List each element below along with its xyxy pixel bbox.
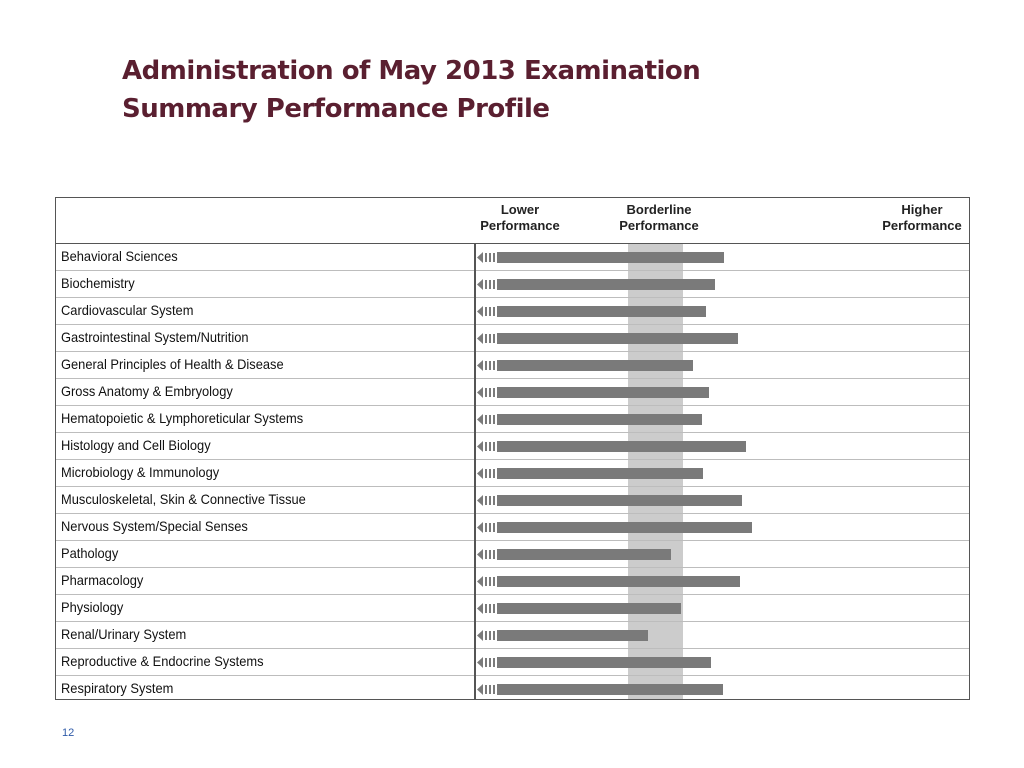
performance-bar: [497, 576, 741, 587]
chart-header-row: Lower Performance Borderline Performance…: [56, 198, 969, 244]
performance-bar: [497, 279, 716, 290]
table-row: Nervous System/Special Senses: [56, 514, 969, 541]
table-row: Microbiology & Immunology: [56, 460, 969, 487]
table-row: Behavioral Sciences: [56, 244, 969, 271]
category-label: Biochemistry: [61, 275, 135, 291]
performance-bar: [497, 684, 724, 695]
left-arrow-icon: [477, 522, 495, 533]
header-lower-performance: Lower Performance: [470, 202, 570, 234]
table-row: Reproductive & Endocrine Systems: [56, 649, 969, 676]
category-label: Reproductive & Endocrine Systems: [61, 653, 264, 669]
table-row: Pathology: [56, 541, 969, 568]
performance-bar: [497, 522, 752, 533]
left-arrow-icon: [477, 468, 495, 479]
left-arrow-icon: [477, 279, 495, 290]
table-row: General Principles of Health & Disease: [56, 352, 969, 379]
left-arrow-icon: [477, 387, 495, 398]
left-arrow-icon: [477, 495, 495, 506]
category-label: Pathology: [61, 545, 119, 561]
header-higher-line-1: Higher: [901, 202, 943, 217]
performance-bar: [497, 306, 706, 317]
left-arrow-icon: [477, 549, 495, 560]
performance-bar: [497, 603, 681, 614]
left-arrow-icon: [477, 684, 495, 695]
header-borderline-line-2: Performance: [619, 218, 699, 233]
header-higher-performance: Higher Performance: [874, 202, 970, 234]
category-label: Physiology: [61, 599, 124, 615]
table-row: Musculoskeletal, Skin & Connective Tissu…: [56, 487, 969, 514]
performance-bar: [497, 468, 704, 479]
performance-bar: [497, 387, 710, 398]
category-label: Microbiology & Immunology: [61, 464, 220, 480]
header-lower-line-1: Lower: [500, 202, 540, 217]
performance-bar: [497, 360, 694, 371]
category-label: Hematopoietic & Lymphoreticular Systems: [61, 410, 304, 426]
performance-bar: [497, 657, 712, 668]
category-label: Renal/Urinary System: [61, 626, 187, 642]
left-arrow-icon: [477, 252, 495, 263]
category-label: Pharmacology: [61, 572, 144, 588]
table-row: Histology and Cell Biology: [56, 433, 969, 460]
table-row: Respiratory System: [56, 676, 969, 703]
table-row: Gross Anatomy & Embryology: [56, 379, 969, 406]
left-arrow-icon: [477, 441, 495, 452]
performance-bar: [497, 630, 648, 641]
table-row: Physiology: [56, 595, 969, 622]
category-label: Respiratory System: [61, 680, 174, 696]
page-number: 12: [62, 727, 75, 739]
left-arrow-icon: [477, 360, 495, 371]
left-arrow-icon: [477, 576, 495, 587]
title-line-1: Administration of May 2013 Examination: [122, 56, 701, 86]
category-label: General Principles of Health & Disease: [61, 356, 284, 372]
performance-bar: [497, 333, 739, 344]
category-label: Musculoskeletal, Skin & Connective Tissu…: [61, 491, 306, 507]
category-label: Nervous System/Special Senses: [61, 518, 248, 534]
performance-bar: [497, 414, 703, 425]
slide-title: Administration of May 2013 Examination S…: [122, 52, 701, 128]
category-label: Gross Anatomy & Embryology: [61, 383, 233, 399]
table-row: Gastrointestinal System/Nutrition: [56, 325, 969, 352]
table-row: Cardiovascular System: [56, 298, 969, 325]
performance-profile-chart: Lower Performance Borderline Performance…: [55, 197, 970, 700]
category-label: Histology and Cell Biology: [61, 437, 211, 453]
performance-bar: [497, 549, 672, 560]
performance-bar: [497, 441, 746, 452]
left-arrow-icon: [477, 630, 495, 641]
title-line-2: Summary Performance Profile: [122, 94, 550, 124]
label-column-divider: [474, 244, 476, 699]
category-label: Cardiovascular System: [61, 302, 194, 318]
left-arrow-icon: [477, 306, 495, 317]
left-arrow-icon: [477, 414, 495, 425]
table-row: Biochemistry: [56, 271, 969, 298]
left-arrow-icon: [477, 333, 495, 344]
header-borderline-performance: Borderline Performance: [604, 202, 714, 234]
table-row: Hematopoietic & Lymphoreticular Systems: [56, 406, 969, 433]
table-row: Pharmacology: [56, 568, 969, 595]
header-higher-line-2: Performance: [882, 218, 962, 233]
category-label: Gastrointestinal System/Nutrition: [61, 329, 249, 345]
table-row: Renal/Urinary System: [56, 622, 969, 649]
header-lower-line-2: Performance: [480, 218, 560, 233]
performance-bar: [497, 252, 725, 263]
left-arrow-icon: [477, 657, 495, 668]
performance-bar: [497, 495, 743, 506]
left-arrow-icon: [477, 603, 495, 614]
category-label: Behavioral Sciences: [61, 248, 178, 264]
header-borderline-line-1: Borderline: [626, 202, 692, 217]
